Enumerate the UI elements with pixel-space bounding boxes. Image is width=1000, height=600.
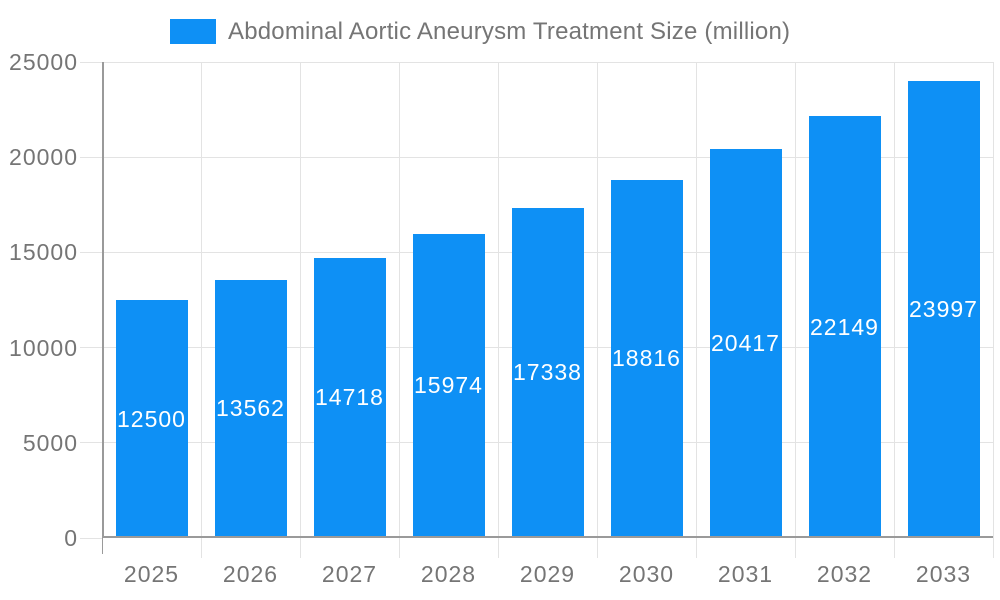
x-tick-mark [299,538,301,558]
bar-2028[interactable]: 15974 [412,233,485,538]
y-tick-label: 5000 [22,429,78,456]
x-tick-mark [794,538,796,558]
bar-2031[interactable]: 20417 [709,149,782,538]
axis-frame [102,62,993,538]
x-tick-label: 2030 [618,561,675,587]
y-tick-label: 25000 [9,49,78,75]
x-gridline [893,62,895,538]
x-tick-label: 2029 [519,561,576,587]
bar-value-label: 20417 [711,330,780,357]
x-tick-label: 2026 [222,561,279,587]
legend-swatch [170,19,216,44]
x-tick-mark [992,538,994,558]
x-tick-mark [893,538,895,558]
y-tick-label: 10000 [9,334,78,361]
bar-value-label: 15974 [414,372,483,399]
x-tick-label: 2025 [123,561,180,587]
x-gridline [992,62,994,538]
bar-2033[interactable]: 23997 [907,81,980,538]
bar-2025[interactable]: 12500 [115,300,188,538]
x-tick-mark [101,538,103,554]
bar-value-label: 18816 [612,345,681,372]
x-gridline [596,62,598,538]
y-tick-label: 0 [64,525,78,551]
legend: Abdominal Aortic Aneurysm Treatment Size… [170,18,790,45]
bar-value-label: 12500 [117,405,186,432]
legend-label: Abdominal Aortic Aneurysm Treatment Size… [228,17,791,45]
bar-2029[interactable]: 17338 [511,207,584,538]
bar-value-label: 22149 [810,313,879,340]
x-gridline [794,62,796,538]
x-tick-label: 2027 [321,561,378,587]
bar-value-label: 17338 [513,359,582,386]
x-tick-label: 2032 [816,561,873,587]
bar-value-label: 23997 [909,296,978,323]
x-tick-label: 2031 [717,561,774,587]
x-tick-label: 2028 [420,561,477,587]
bar-2032[interactable]: 22149 [808,116,881,538]
y-gridline [80,61,993,63]
bar-value-label: 13562 [216,395,285,422]
x-gridline [398,62,400,538]
x-tick-mark [497,538,499,558]
x-tick-mark [695,538,697,558]
y-tick-label: 15000 [9,239,78,266]
bar-value-label: 14718 [315,384,384,411]
x-gridline [200,62,202,538]
y-tick-mark [80,537,102,539]
bar-2030[interactable]: 18816 [610,179,683,538]
y-gridline [80,156,993,158]
bar-2027[interactable]: 14718 [313,257,386,538]
x-tick-mark [398,538,400,558]
y-tick-label: 20000 [9,144,78,171]
x-gridline [299,62,301,538]
x-tick-mark [596,538,598,558]
x-tick-mark [200,538,202,558]
bar-2026[interactable]: 13562 [214,279,287,538]
x-gridline [695,62,697,538]
x-gridline [497,62,499,538]
x-tick-label: 2033 [915,561,972,587]
